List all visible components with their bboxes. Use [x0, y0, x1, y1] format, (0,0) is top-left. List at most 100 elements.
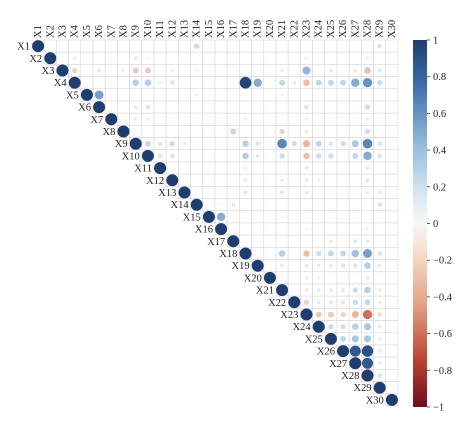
grid-cell: [226, 173, 240, 187]
grid-cell: [385, 149, 399, 163]
grid-cell: [239, 64, 252, 77]
row-label: X25: [305, 334, 323, 345]
grid-cell: [287, 88, 301, 102]
correlation-circle: [328, 300, 333, 305]
grid-cell: [385, 332, 399, 346]
correlation-circle: [243, 190, 248, 195]
colorbar-ticks: 1 0.8 0.6 0.4 0.2 0 −0.2 −0.4 −0.6 −0.8 −1: [427, 36, 453, 414]
grid-cell: [226, 39, 240, 53]
grid-cell: [336, 112, 350, 126]
grid-cell: [385, 259, 399, 273]
grid-cell: [190, 76, 204, 89]
diagonal-circle: [337, 345, 350, 358]
grid-cell: [117, 100, 130, 114]
grid-cell: [348, 198, 362, 212]
correlation-circle: [316, 288, 321, 292]
grid-cell: [324, 88, 338, 102]
diagonal-circle: [288, 296, 301, 309]
grid-cell: [104, 51, 118, 65]
grid-cell: [214, 76, 228, 89]
correlation-circle: [377, 324, 382, 329]
grid-cell: [263, 76, 277, 89]
grid-cell: [190, 137, 204, 151]
correlation-circle: [340, 250, 347, 257]
grid-cell: [348, 271, 362, 285]
correlation-circle: [231, 202, 236, 207]
column-label: X22: [289, 20, 300, 38]
colorbar-tick-label: −0.8: [433, 366, 452, 377]
diagonal-circle: [129, 137, 142, 150]
column-label: X25: [326, 20, 337, 38]
correlation-circle: [351, 335, 359, 343]
correlation-circle: [304, 288, 309, 292]
colorbar-tick-label: 0: [433, 219, 438, 230]
grid-cell: [214, 173, 228, 187]
correlation-circle: [315, 311, 322, 318]
correlation-circle: [253, 78, 262, 87]
correlation-circle: [351, 310, 359, 319]
grid-cell: [165, 125, 179, 138]
grid-cell: [92, 51, 106, 65]
colorbar-tick-label: 0.4: [433, 146, 447, 157]
colorbar-tick-label: 0.2: [433, 182, 446, 193]
grid-cell: [312, 51, 326, 65]
grid-cell: [117, 112, 130, 126]
correlation-circle: [303, 250, 310, 257]
diagonal-circle: [312, 320, 325, 333]
diagonal-circle: [276, 284, 289, 297]
grid-cell: [251, 222, 265, 236]
grid-cell: [239, 51, 252, 65]
grid-cell: [190, 186, 204, 199]
grid-cell: [153, 88, 167, 102]
correlation-circle: [280, 178, 284, 182]
grid-cell: [385, 51, 399, 65]
grid-cell: [263, 247, 277, 260]
column-label: X6: [94, 25, 105, 38]
correlation-circle: [377, 312, 383, 317]
grid-cell: [263, 39, 277, 53]
diagonal-circle: [105, 113, 118, 126]
column-labels: X1 X2 X3 X4 X5 X6 X7 X8 X9 X10 X11 X12 X13 X14 X15 X16 X…: [33, 19, 398, 38]
correlation-circle: [352, 323, 359, 330]
grid-cell: [336, 100, 350, 114]
correlation-circle: [279, 79, 286, 86]
grid-cell: [202, 186, 216, 199]
grid-cell: [80, 51, 94, 65]
correlation-circle: [146, 56, 150, 60]
grid-cell: [275, 100, 289, 114]
grid-cell: [385, 64, 399, 77]
correlation-circle: [280, 190, 285, 195]
correlation-circle: [377, 361, 382, 366]
correlation-circle: [341, 300, 346, 305]
correlation-circle: [363, 249, 372, 258]
correlation-circle: [243, 178, 248, 183]
correlation-circle: [365, 239, 370, 244]
grid-cell: [226, 149, 240, 163]
grid-cell: [373, 125, 387, 138]
grid-cell: [348, 51, 362, 65]
row-label: X9: [115, 139, 128, 150]
grid-cell: [165, 161, 179, 175]
correlation-circle: [317, 276, 321, 280]
column-label: X20: [265, 20, 276, 38]
correlation-circle: [363, 335, 372, 343]
column-label: X7: [106, 25, 117, 38]
correlation-circle: [304, 178, 309, 183]
grid-cell: [373, 88, 387, 102]
grid-cell: [251, 210, 265, 224]
grid-cell: [263, 198, 277, 212]
grid-cell: [336, 161, 350, 175]
correlation-circle: [315, 140, 322, 147]
column-label: X29: [375, 20, 386, 38]
correlation-circle: [169, 141, 175, 147]
grid-cell: [153, 125, 167, 138]
grid-cell: [251, 186, 265, 199]
column-label: X27: [350, 20, 361, 38]
correlation-circle: [377, 68, 382, 73]
correlation-circle: [352, 263, 358, 269]
grid-cell: [287, 186, 301, 199]
correlation-circle: [132, 79, 139, 86]
correlation-circle: [353, 68, 358, 73]
correlation-circle: [194, 43, 200, 49]
correlation-circle: [242, 140, 249, 147]
